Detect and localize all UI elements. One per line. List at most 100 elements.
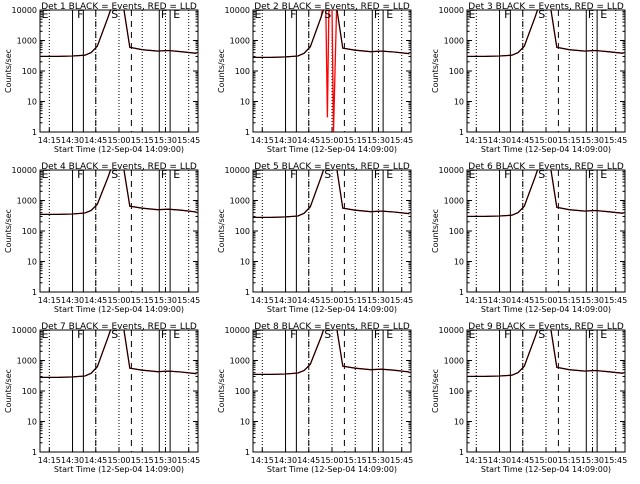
marker-label: F	[588, 168, 594, 181]
panel-det-3: 1 10 100 1000 10000 14:15 14:30 14:45 15:00 15:15…	[431, 2, 627, 154]
y-tick-label: 1	[32, 448, 37, 457]
x-tick-label: 15:30	[367, 296, 390, 305]
y-tick-label: 100	[235, 227, 250, 236]
x-tick-label: 14:15	[465, 136, 488, 145]
x-tick-label: 15:45	[390, 296, 413, 305]
y-tick-label: 1	[459, 448, 464, 457]
y-axis-label: Counts/sec	[431, 209, 440, 253]
marker-label: E	[173, 168, 180, 181]
y-tick-label: 1000	[230, 37, 250, 46]
y-tick-label: 10	[27, 418, 37, 427]
marker-label: F	[374, 8, 380, 21]
marker-label: F	[374, 328, 380, 341]
y-tick-label: 1000	[444, 197, 464, 206]
x-tick-label: 14:45	[297, 296, 320, 305]
panel-title: Det 8 BLACK = Events, RED = LLD	[254, 322, 410, 332]
series-events	[40, 330, 197, 378]
y-tick-label: 10	[27, 98, 37, 107]
panel-det-2: 1 10 100 1000 10000 14:15 14:30 14:45 15:00 15:15…	[217, 2, 413, 154]
x-tick-label: 15:30	[581, 296, 604, 305]
marker-label: E	[469, 168, 476, 181]
marker-label: F	[161, 328, 167, 341]
y-tick-label: 10000	[439, 6, 464, 15]
y-tick-label: 1000	[17, 357, 37, 366]
x-tick-label: 14:45	[511, 136, 534, 145]
x-tick-label: 15:30	[154, 136, 177, 145]
x-tick-label: 15:00	[320, 136, 343, 145]
x-tick-label: 14:15	[251, 456, 274, 465]
y-tick-label: 100	[22, 387, 37, 396]
x-tick-label: 15:00	[534, 296, 557, 305]
y-axis-label: Counts/sec	[217, 209, 226, 253]
x-axis-label: Start Time (12-Sep-04 14:09:00)	[267, 145, 397, 154]
marker-label: E	[600, 8, 607, 21]
panel-title: Det 4 BLACK = Events, RED = LLD	[41, 162, 197, 172]
series-group	[253, 170, 410, 219]
x-tick-label: 14:45	[297, 136, 320, 145]
series-events	[40, 10, 197, 57]
marker-label: S	[538, 328, 545, 341]
series-group	[253, 10, 410, 132]
x-axis-label: Start Time (12-Sep-04 14:09:00)	[54, 145, 184, 154]
x-tick-label: 15:00	[320, 296, 343, 305]
y-tick-label: 1000	[17, 197, 37, 206]
y-tick-label: 10000	[439, 166, 464, 175]
x-tick-label: 14:45	[511, 456, 534, 465]
x-tick-label: 15:45	[604, 456, 627, 465]
x-axis-label: Start Time (12-Sep-04 14:09:00)	[267, 465, 397, 474]
x-tick-label: 15:15	[131, 136, 154, 145]
y-tick-label: 1	[459, 128, 464, 137]
marker-label: E	[255, 168, 262, 181]
marker-label: F	[77, 168, 83, 181]
x-tick-label: 14:45	[84, 296, 107, 305]
marker-label: S	[324, 328, 331, 341]
x-tick-label: 15:30	[154, 456, 177, 465]
x-tick-label: 15:15	[131, 296, 154, 305]
marker-label: S	[538, 168, 545, 181]
x-tick-label: 15:00	[534, 136, 557, 145]
marker-label: E	[600, 328, 607, 341]
panel-title: Det 1 BLACK = Events, RED = LLD	[41, 2, 197, 12]
x-tick-label: 14:30	[274, 296, 297, 305]
panel-title: Det 9 BLACK = Events, RED = LLD	[468, 322, 624, 332]
x-tick-label: 14:45	[511, 296, 534, 305]
marker-label: F	[504, 328, 510, 341]
marker-label: S	[111, 168, 118, 181]
y-tick-label: 10000	[225, 326, 250, 335]
y-tick-label: 10000	[225, 166, 250, 175]
x-tick-label: 14:15	[465, 456, 488, 465]
marker-label: E	[469, 328, 476, 341]
panel-det-1: 1 10 100 1000 10000 14:15 14:30 14:45 15:00 15:15…	[4, 2, 200, 154]
x-tick-label: 15:15	[131, 456, 154, 465]
marker-label: F	[504, 8, 510, 21]
x-tick-label: 14:15	[465, 296, 488, 305]
x-tick-label: 15:00	[107, 296, 130, 305]
x-tick-label: 14:30	[274, 136, 297, 145]
panel-det-4: 1 10 100 1000 10000 14:15 14:30 14:45 15:00 15:15…	[4, 162, 200, 314]
y-tick-label: 1	[245, 128, 250, 137]
marker-label: F	[290, 328, 296, 341]
x-tick-label: 14:15	[251, 296, 274, 305]
y-tick-label: 1	[245, 288, 250, 297]
marker-label: F	[290, 168, 296, 181]
series-events	[467, 10, 624, 57]
series-events	[253, 10, 410, 58]
x-tick-label: 14:45	[84, 456, 107, 465]
y-tick-label: 10	[240, 98, 250, 107]
x-tick-label: 14:30	[61, 456, 84, 465]
x-tick-label: 14:30	[274, 456, 297, 465]
y-tick-label: 100	[449, 67, 464, 76]
y-tick-label: 1000	[444, 357, 464, 366]
series-group	[467, 10, 624, 58]
panel-title: Det 7 BLACK = Events, RED = LLD	[41, 322, 197, 332]
y-axis-label: Counts/sec	[217, 49, 226, 93]
x-tick-label: 15:00	[534, 456, 557, 465]
marker-label: E	[42, 328, 49, 341]
panel-det-8: 1 10 100 1000 10000 14:15 14:30 14:45 15:00 15:15…	[217, 322, 413, 474]
x-tick-label: 15:15	[344, 456, 367, 465]
x-tick-label: 15:15	[344, 136, 367, 145]
series-events	[253, 170, 410, 218]
x-tick-label: 14:15	[38, 296, 61, 305]
